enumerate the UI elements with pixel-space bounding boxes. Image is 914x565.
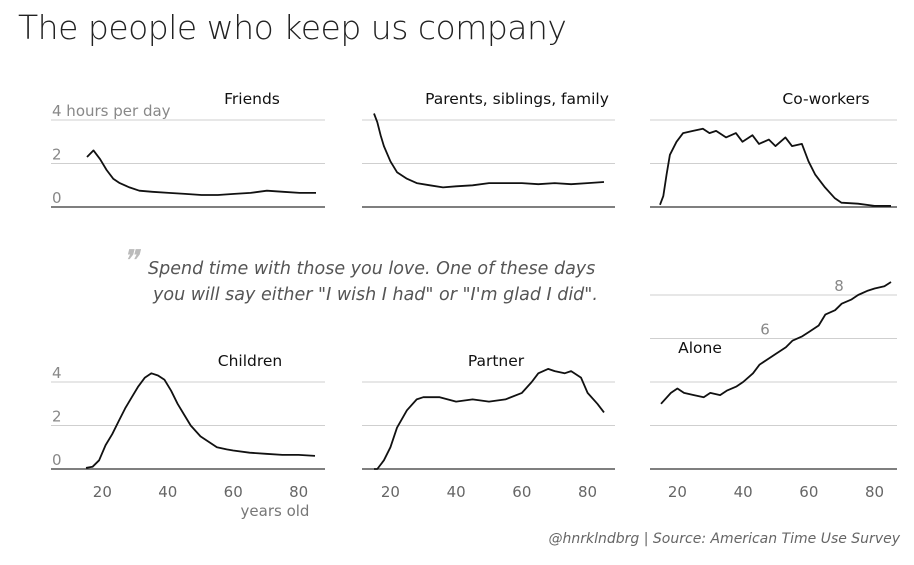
y-tick-label: 2 <box>52 408 62 426</box>
x-tick-label: 60 <box>799 483 818 501</box>
source-credit: @hnrklndbrg | Source: American Time Use … <box>548 531 900 547</box>
x-tick-label: 40 <box>447 483 466 501</box>
panel-title: Parents, siblings, family <box>425 90 609 108</box>
x-tick-label: 20 <box>381 483 400 501</box>
x-tick-label: 60 <box>224 483 243 501</box>
quote-mark-icon: ❞ <box>122 244 139 279</box>
series-line <box>659 127 891 207</box>
x-tick-label: 80 <box>289 483 308 501</box>
panel-title: Friends <box>224 90 280 108</box>
x-tick-label: 40 <box>734 483 753 501</box>
panel-title: Co-workers <box>782 90 869 108</box>
y-tick-label: 4 hours per day <box>52 102 171 120</box>
y-tick-label: 4 <box>52 364 62 382</box>
x-tick-label: 40 <box>158 483 177 501</box>
x-tick-label: 20 <box>668 483 687 501</box>
x-tick-label: 60 <box>512 483 531 501</box>
y-tick-label: 6 <box>760 321 770 339</box>
x-axis-label: years old <box>241 502 310 520</box>
chart-title: The people who keep us company <box>18 8 567 47</box>
x-tick-label: 80 <box>578 483 597 501</box>
panel-title: Children <box>218 352 283 370</box>
y-tick-label: 0 <box>52 189 62 207</box>
panel-title: Partner <box>468 352 525 370</box>
y-tick-label: 2 <box>52 146 62 164</box>
y-tick-label: 8 <box>834 277 844 295</box>
quote-line-1: Spend time with those you love. One of t… <box>148 259 596 279</box>
x-tick-label: 20 <box>93 483 112 501</box>
y-tick-label: 0 <box>52 451 62 469</box>
x-tick-label: 80 <box>865 483 884 501</box>
series-line <box>86 149 316 196</box>
quote-line-2: you will say either "I wish I had" or "I… <box>153 285 598 305</box>
series-line <box>85 372 316 469</box>
series-line <box>373 113 605 189</box>
series-line <box>374 367 605 470</box>
series-line <box>660 281 892 405</box>
panel-title: Alone <box>678 339 722 357</box>
